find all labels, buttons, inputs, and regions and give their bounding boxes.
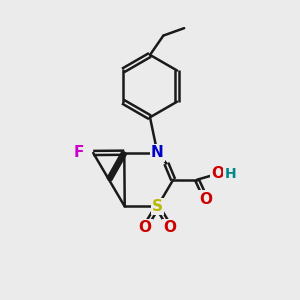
Text: H: H <box>224 167 236 181</box>
Text: O: O <box>138 220 152 235</box>
Text: N: N <box>151 146 164 160</box>
Text: O: O <box>200 191 212 206</box>
Text: O: O <box>164 220 176 235</box>
Text: F: F <box>73 146 84 160</box>
Text: O: O <box>211 166 224 181</box>
Text: S: S <box>152 199 163 214</box>
